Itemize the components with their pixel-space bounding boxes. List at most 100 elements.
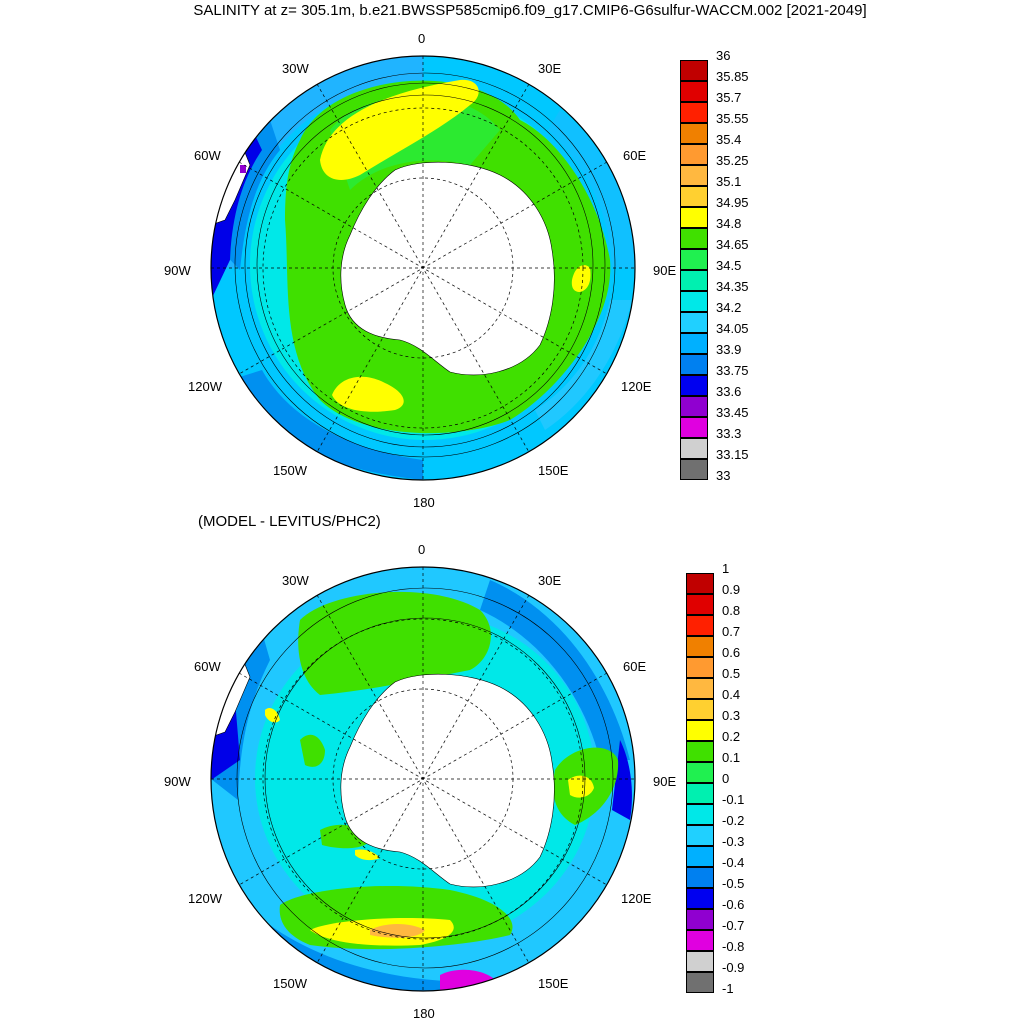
salinity-colorbar-swatch — [680, 144, 708, 165]
difference-colorbar-label: -0.3 — [722, 834, 745, 849]
bottom-lon-label-0: 0 — [418, 542, 426, 557]
difference-colorbar-swatch — [686, 636, 714, 657]
salinity-colorbar-label: 35.85 — [716, 69, 749, 84]
salinity-colorbar-label: 33.3 — [716, 426, 742, 441]
salinity-colorbar-label: 34.65 — [716, 237, 749, 252]
salinity-colorbar-swatch — [680, 186, 708, 207]
difference-colorbar-swatch — [686, 678, 714, 699]
salinity-colorbar-swatch — [680, 249, 708, 270]
salinity-colorbar-swatch — [680, 228, 708, 249]
difference-colorbar-label: 0.1 — [722, 750, 741, 765]
salinity-colorbar-swatch — [680, 207, 708, 228]
difference-colorbar-label: 0.4 — [722, 687, 741, 702]
salinity-colorbar-label: 34.05 — [716, 321, 749, 336]
salinity-colorbar-label: 33.6 — [716, 384, 742, 399]
salinity-colorbar-swatch — [680, 333, 708, 354]
salinity-colorbar-label: 35.4 — [716, 132, 742, 147]
difference-colorbar-label: -0.2 — [722, 813, 745, 828]
bottom-lon-label-180: 180 — [413, 1006, 435, 1021]
bottom-lon-label-120w: 120W — [188, 891, 222, 906]
difference-map — [211, 567, 635, 991]
salinity-colorbar-label: 33 — [716, 468, 731, 483]
salinity-colorbar-label: 36 — [716, 48, 731, 63]
difference-colorbar-label: -0.6 — [722, 897, 745, 912]
difference-colorbar-swatch — [686, 573, 714, 594]
difference-colorbar-label: -0.4 — [722, 855, 745, 870]
top-lon-label-30w: 30W — [282, 61, 309, 76]
salinity-colorbar-swatch — [680, 312, 708, 333]
difference-colorbar-swatch — [686, 846, 714, 867]
top-lon-label-0: 0 — [418, 31, 426, 46]
bottom-lon-label-60e: 60E — [623, 659, 647, 674]
difference-colorbar-label: -0.9 — [722, 960, 745, 975]
salinity-colorbar-label: 35.25 — [716, 153, 749, 168]
difference-colorbar-swatch — [686, 867, 714, 888]
difference-colorbar-label: -0.1 — [722, 792, 745, 807]
salinity-colorbar-swatch — [680, 60, 708, 81]
bottom-lon-label-30w: 30W — [282, 573, 309, 588]
salinity-colorbar-swatch — [680, 270, 708, 291]
salinity-colorbar-label: 33.9 — [716, 342, 742, 357]
salinity-colorbar-swatch — [680, 417, 708, 438]
difference-colorbar-label: 0.7 — [722, 624, 741, 639]
salinity-colorbar-swatch — [680, 102, 708, 123]
salinity-colorbar-swatch — [680, 291, 708, 312]
bottom-lon-label-120e: 120E — [621, 891, 652, 906]
top-lon-label-180: 180 — [413, 495, 435, 510]
top-lon-label-150w: 150W — [273, 463, 307, 478]
salinity-colorbar-label: 34.95 — [716, 195, 749, 210]
salinity-colorbar-label: 33.75 — [716, 363, 749, 378]
difference-colorbar-swatch — [686, 804, 714, 825]
salinity-colorbar-label: 34.5 — [716, 258, 742, 273]
top-lon-label-150e: 150E — [538, 463, 569, 478]
bottom-lon-label-150w: 150W — [273, 976, 307, 991]
salinity-colorbar-label: 35.55 — [716, 111, 749, 126]
figure-title: SALINITY at z= 305.1m, b.e21.BWSSP585cmi… — [193, 2, 867, 19]
difference-subtitle: (MODEL - LEVITUS/PHC2) — [198, 513, 381, 530]
top-lon-label-30e: 30E — [538, 61, 562, 76]
salinity-colorbar-swatch — [680, 438, 708, 459]
difference-colorbar-label: 0.9 — [722, 582, 741, 597]
bottom-lon-label-90w: 90W — [164, 774, 191, 789]
difference-colorbar-swatch — [686, 762, 714, 783]
salinity-colorbar-label: 33.45 — [716, 405, 749, 420]
difference-colorbar-label: -0.7 — [722, 918, 745, 933]
difference-colorbar-swatch — [686, 720, 714, 741]
salinity-map-border — [210, 55, 636, 481]
difference-colorbar-label: 0.8 — [722, 603, 741, 618]
difference-colorbar-swatch — [686, 825, 714, 846]
top-lon-label-120w: 120W — [188, 379, 222, 394]
difference-colorbar-swatch — [686, 615, 714, 636]
salinity-map — [211, 56, 635, 480]
difference-colorbar-label: 1 — [722, 561, 730, 576]
difference-colorbar-label: 0.2 — [722, 729, 741, 744]
salinity-colorbar-label: 34.2 — [716, 300, 742, 315]
salinity-colorbar-swatch — [680, 165, 708, 186]
bottom-lon-label-30e: 30E — [538, 573, 562, 588]
difference-colorbar-swatch — [686, 699, 714, 720]
difference-colorbar-swatch — [686, 657, 714, 678]
salinity-colorbar-label: 35.1 — [716, 174, 742, 189]
top-lon-label-120e: 120E — [621, 379, 652, 394]
salinity-colorbar-label: 34.8 — [716, 216, 742, 231]
difference-colorbar-swatch — [686, 888, 714, 909]
difference-colorbar-swatch — [686, 783, 714, 804]
top-lon-label-90w: 90W — [164, 263, 191, 278]
bottom-lon-label-150e: 150E — [538, 976, 569, 991]
difference-colorbar-label: 0 — [722, 771, 730, 786]
salinity-colorbar-swatch — [680, 354, 708, 375]
difference-colorbar-swatch — [686, 909, 714, 930]
top-lon-label-90e: 90E — [653, 263, 677, 278]
bottom-lon-label-90e: 90E — [653, 774, 677, 789]
difference-colorbar-swatch — [686, 594, 714, 615]
salinity-colorbar-label: 35.7 — [716, 90, 742, 105]
difference-colorbar-label: -0.8 — [722, 939, 745, 954]
salinity-colorbar-swatch — [680, 81, 708, 102]
top-lon-label-60e: 60E — [623, 148, 647, 163]
difference-colorbar-swatch — [686, 930, 714, 951]
difference-colorbar-swatch — [686, 951, 714, 972]
top-lon-label-60w: 60W — [194, 148, 221, 163]
salinity-colorbar-swatch — [680, 396, 708, 417]
difference-colorbar-label: -0.5 — [722, 876, 745, 891]
